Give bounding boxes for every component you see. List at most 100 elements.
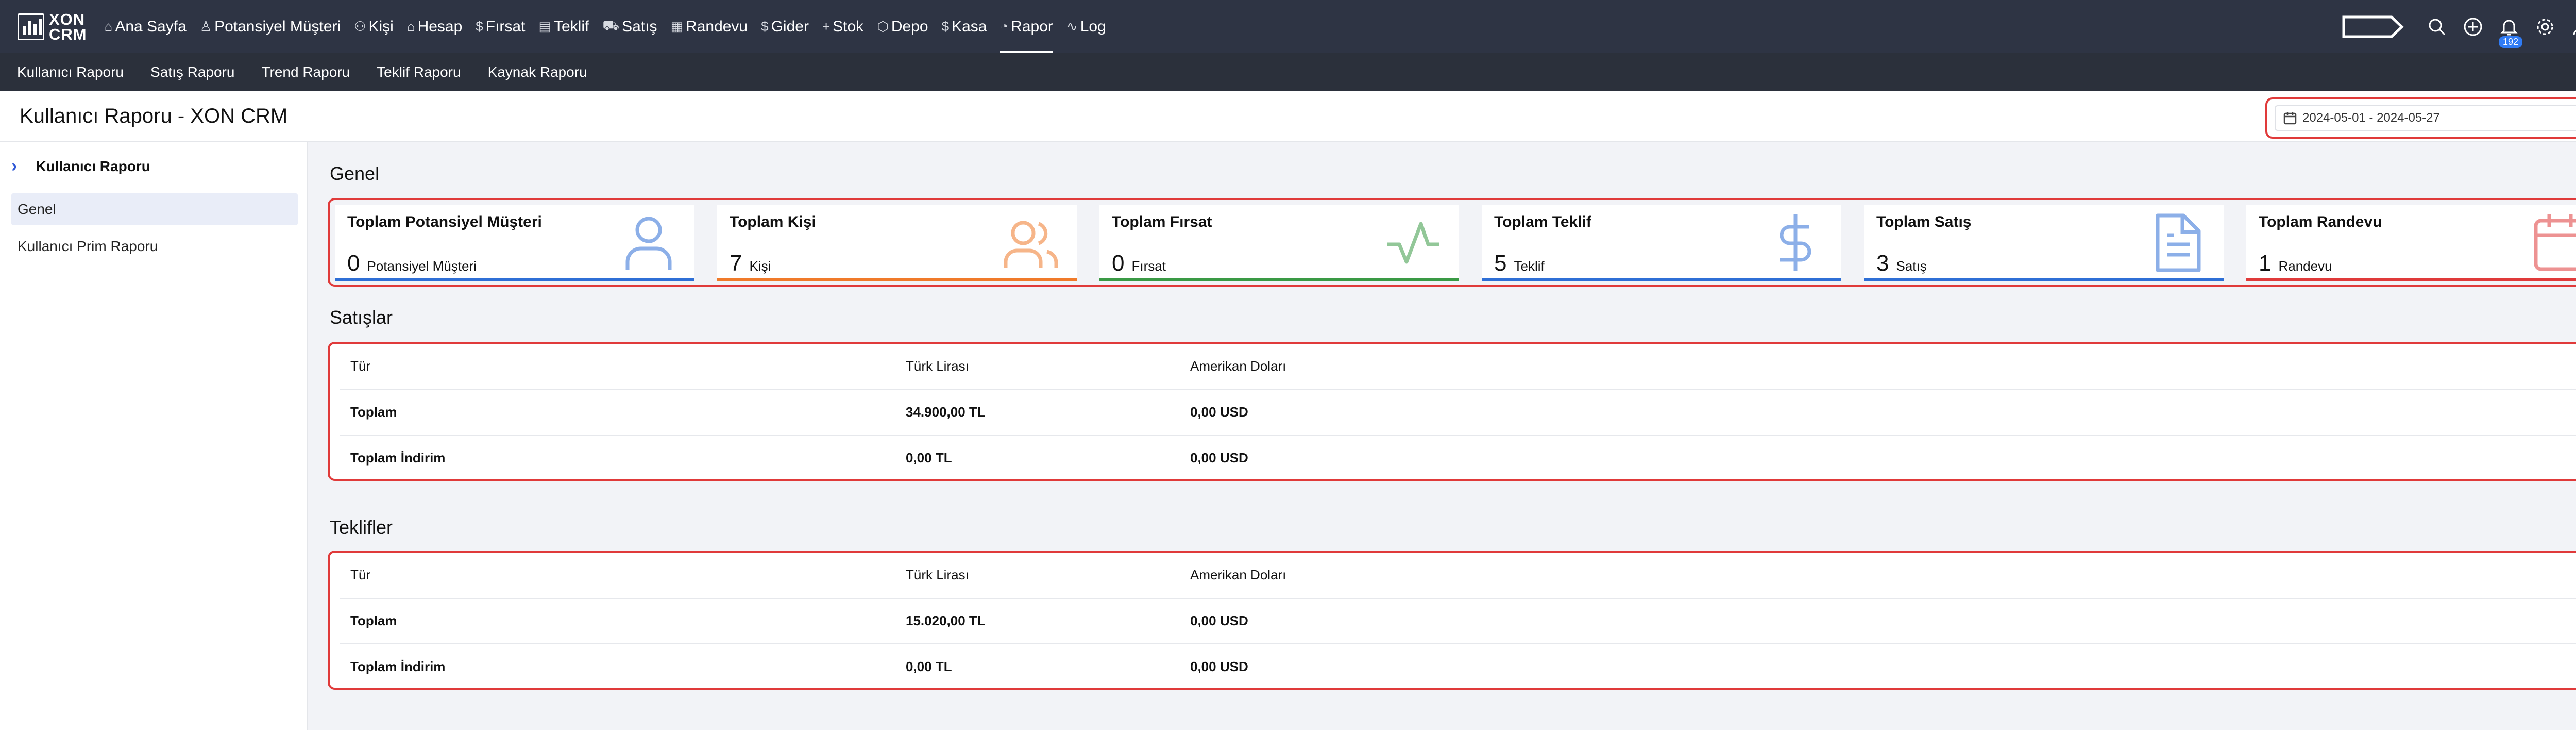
logo[interactable]: XON CRM xyxy=(18,11,87,42)
nav-item-0[interactable]: ⌂ Ana Sayfa xyxy=(105,0,187,53)
nav-item-label: Satış xyxy=(622,18,657,35)
stats-cards: Toplam Potansiyel Müşteri 0 Potansiyel Müş… xyxy=(328,198,2576,287)
calendar-icon: ▦ xyxy=(670,19,684,34)
nav-item-4[interactable]: $ Fırsat xyxy=(476,0,525,53)
subnav-item-2[interactable]: Trend Raporu xyxy=(261,64,350,80)
notification-button[interactable]: 192 xyxy=(2499,16,2523,48)
sidebar-item-genel[interactable]: Genel xyxy=(11,193,298,225)
table-cell: 0,00 USD xyxy=(1190,450,1248,466)
section-title-sales: Satışlar xyxy=(330,307,393,328)
table-cell: 34.900,00 TL xyxy=(906,404,986,420)
quotes-table: Tür Türk Lirası Amerikan Doları Toplam 15.02… xyxy=(328,551,2576,690)
report-sidebar: › Kullanıcı Raporu Genel Kullanıcı Prim … xyxy=(0,142,308,730)
home-icon: ⌂ xyxy=(104,19,113,34)
stat-card-4[interactable]: Toplam Satış 3 Satış xyxy=(1864,205,2224,281)
stat-value-row: 0 Fırsat xyxy=(1112,251,1166,276)
table-cell: Toplam xyxy=(350,613,397,628)
user-profile-icon[interactable] xyxy=(2571,16,2576,37)
table-header-cell: Türk Lirası xyxy=(906,567,969,583)
box-icon: ⬡ xyxy=(877,19,889,34)
nav-item-label: Randevu xyxy=(686,18,748,35)
calendar-icon xyxy=(2532,212,2576,273)
nav-item-1[interactable]: ♙ Potansiyel Müşteri xyxy=(200,0,341,53)
stat-accent-bar xyxy=(1864,278,2224,281)
table-row: Toplam 34.900,00 TL 0,00 USD xyxy=(340,390,2576,436)
nav-item-7[interactable]: ▦ Randevu xyxy=(670,0,748,53)
nav-item-3[interactable]: ⌂ Hesap xyxy=(407,0,462,53)
sales-table: Tür Türk Lirası Amerikan Doları Toplam 34.90… xyxy=(328,342,2576,481)
user-icon xyxy=(620,212,677,273)
table-row: Toplam İndirim 0,00 TL 0,00 USD xyxy=(340,644,2576,688)
sidebar-item-label: Kullanıcı Prim Raporu xyxy=(18,238,158,254)
arrow-shape-icon[interactable] xyxy=(2342,15,2404,39)
nav-item-6[interactable]: ⛟ Satış xyxy=(602,0,657,53)
table-cell: 15.020,00 TL xyxy=(906,613,986,628)
stat-unit: Randevu xyxy=(2278,258,2332,274)
nav-item-8[interactable]: $ Gider xyxy=(761,0,809,53)
people-icon: ⚇ xyxy=(354,19,366,34)
nav-item-label: Ana Sayfa xyxy=(115,18,187,35)
table-cell: 0,00 TL xyxy=(906,450,952,466)
dollar-icon: $ xyxy=(761,19,769,34)
nav-item-2[interactable]: ⚇ Kişi xyxy=(354,0,394,53)
table-cell: Toplam İndirim xyxy=(350,450,446,466)
table-header-row: Tür Türk Lirası Amerikan Doları xyxy=(340,553,2576,599)
stat-card-2[interactable]: Toplam Fırsat 0 Fırsat xyxy=(1099,205,1459,281)
stat-unit: Potansiyel Müşteri xyxy=(367,258,477,274)
subnav-item-1[interactable]: Satış Raporu xyxy=(150,64,235,80)
table-row: Toplam 15.020,00 TL 0,00 USD xyxy=(340,599,2576,644)
stat-value-row: 0 Potansiyel Müşteri xyxy=(347,251,477,276)
date-range-picker[interactable]: 2024-05-01 - 2024-05-27 ✕ xyxy=(2265,97,2576,139)
sidebar-header[interactable]: › Kullanıcı Raporu xyxy=(11,156,150,176)
stat-value-row: 3 Satış xyxy=(1876,251,1927,276)
nav-item-label: Kasa xyxy=(952,18,987,35)
stat-card-5[interactable]: Toplam Randevu 1 Randevu xyxy=(2246,205,2576,281)
nav-item-5[interactable]: ▤ Teklif xyxy=(538,0,589,53)
table-cell: Toplam xyxy=(350,404,397,420)
nav-item-label: Stok xyxy=(833,18,864,35)
person-icon: ♙ xyxy=(199,19,212,34)
search-icon[interactable] xyxy=(2427,16,2447,37)
table-cell: 0,00 USD xyxy=(1190,404,1248,420)
nav-item-13[interactable]: ∿ Log xyxy=(1066,0,1106,53)
date-range-value[interactable]: 2024-05-01 - 2024-05-27 xyxy=(2302,111,2440,125)
dollar-icon: $ xyxy=(476,19,483,34)
users-icon xyxy=(1003,212,1059,273)
sidebar-header-label: Kullanıcı Raporu xyxy=(36,158,150,174)
stat-label: Toplam Fırsat xyxy=(1112,213,1212,230)
stat-accent-bar xyxy=(717,278,1077,281)
subnav-item-3[interactable]: Teklif Raporu xyxy=(377,64,461,80)
stat-accent-bar xyxy=(2246,278,2576,281)
nav-item-9[interactable]: + Stok xyxy=(822,0,863,53)
settings-gear-icon[interactable] xyxy=(2535,16,2555,37)
stat-value-row: 1 Randevu xyxy=(2259,251,2332,276)
stat-value: 1 xyxy=(2259,251,2272,276)
nav-item-10[interactable]: ⬡ Depo xyxy=(877,0,928,53)
subnav-item-4[interactable]: Kaynak Raporu xyxy=(487,64,587,80)
stat-card-1[interactable]: Toplam Kişi 7 Kişi xyxy=(717,205,1077,281)
nav-item-label: Potansiyel Müşteri xyxy=(214,18,341,35)
stat-card-0[interactable]: Toplam Potansiyel Müşteri 0 Potansiyel Müş… xyxy=(335,205,694,281)
nav-item-label: Gider xyxy=(771,18,809,35)
table-header-cell: Tür xyxy=(350,358,370,374)
table-row: Toplam İndirim 0,00 TL 0,00 USD xyxy=(340,436,2576,479)
table-header-cell: Tür xyxy=(350,567,370,583)
page-title: Kullanıcı Raporu - XON CRM xyxy=(20,105,288,127)
nav-item-label: Depo xyxy=(891,18,928,35)
stat-unit: Satış xyxy=(1896,258,1927,274)
dollar-icon: $ xyxy=(941,19,950,34)
nav-item-12[interactable]: ◔ Rapor xyxy=(1000,0,1054,53)
section-title-general: Genel xyxy=(330,163,380,184)
nav-item-label: Log xyxy=(1080,18,1106,35)
stat-label: Toplam Teklif xyxy=(1494,213,1591,230)
stat-value-row: 5 Teklif xyxy=(1494,251,1545,276)
nav-item-11[interactable]: $ Kasa xyxy=(942,0,987,53)
stat-value: 7 xyxy=(730,251,742,276)
stat-card-3[interactable]: Toplam Teklif 5 Teklif xyxy=(1482,205,1841,281)
table-header-cell: Amerikan Doları xyxy=(1190,567,1286,583)
bell-icon xyxy=(2500,20,2518,35)
subnav-item-0[interactable]: Kullanıcı Raporu xyxy=(17,64,124,80)
sidebar-item-kullanici-prim-raporu[interactable]: Kullanıcı Prim Raporu xyxy=(11,230,298,262)
stat-accent-bar xyxy=(1099,278,1459,281)
add-circle-icon[interactable] xyxy=(2463,16,2483,37)
